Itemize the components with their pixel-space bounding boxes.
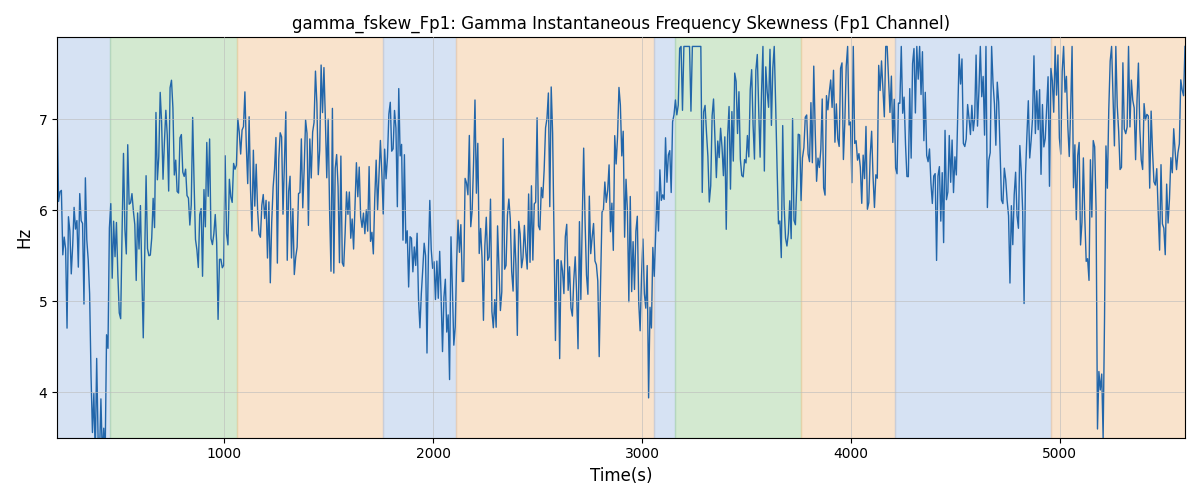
Bar [383, 38, 456, 438]
Bar [676, 38, 800, 438]
Bar [654, 38, 676, 438]
Bar [1051, 38, 1186, 438]
Bar [236, 38, 383, 438]
Bar [895, 38, 1051, 438]
Bar [800, 38, 895, 438]
Bar [456, 38, 654, 438]
Title: gamma_fskew_Fp1: Gamma Instantaneous Frequency Skewness (Fp1 Channel): gamma_fskew_Fp1: Gamma Instantaneous Fre… [292, 15, 950, 34]
Bar [110, 38, 236, 438]
Y-axis label: Hz: Hz [16, 227, 34, 248]
X-axis label: Time(s): Time(s) [590, 467, 653, 485]
Bar [58, 38, 110, 438]
